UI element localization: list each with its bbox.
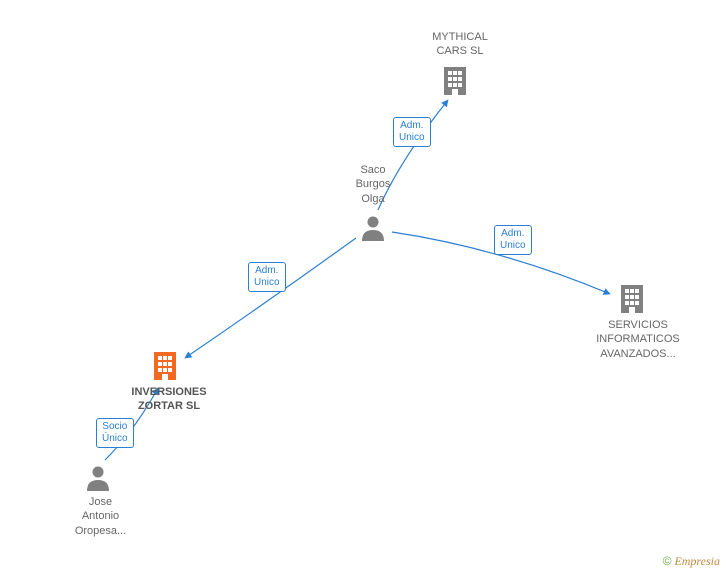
edge-label-socio-unico: Socio Único — [96, 418, 134, 448]
building-icon — [440, 65, 470, 95]
edge-label-adm-unico-inversiones: Adm. Unico — [248, 262, 286, 292]
node-label-jose: Jose Antonio Oropesa... — [68, 495, 133, 538]
building-icon — [150, 350, 180, 380]
watermark: ©Empresia — [663, 554, 720, 569]
watermark-brand: Empresia — [674, 554, 720, 568]
person-icon — [86, 465, 110, 491]
person-icon — [361, 215, 385, 241]
copyright-symbol: © — [663, 554, 672, 568]
node-label-inversiones: INVERSIONES ZORTAR SL — [119, 385, 219, 414]
node-label-servicios: SERVICIOS INFORMATICOS AVANZADOS... — [588, 318, 688, 361]
node-label-center-person: Saco Burgos Olga — [348, 163, 398, 206]
edge-label-adm-unico-mythical: Adm. Unico — [393, 117, 431, 147]
edge-center-to-inversiones — [185, 238, 356, 358]
node-label-mythical-cars: MYTHICAL CARS SL — [420, 30, 500, 59]
building-icon — [617, 283, 647, 313]
edge-label-adm-unico-servicios: Adm. Unico — [494, 225, 532, 255]
